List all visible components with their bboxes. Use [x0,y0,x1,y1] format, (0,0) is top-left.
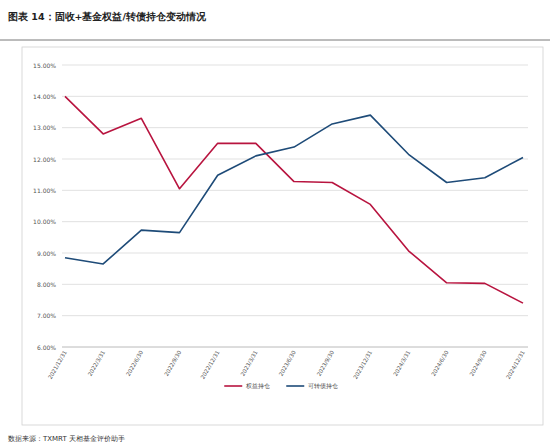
grid-line [62,253,528,254]
x-tick-label: 2022/6/30 [125,349,145,377]
y-tick-label: 13.00% [33,124,56,131]
series-line [65,96,523,303]
x-tick-label: 2024/12/31 [505,350,526,380]
x-tick-label: 2021/12/31 [47,350,68,380]
x-tick-label: 2023/9/30 [316,349,336,377]
x-tick-label: 2022/9/30 [163,349,183,377]
y-tick-label: 12.00% [33,156,56,163]
x-tick-label: 2023/3/31 [239,350,258,377]
grid-line [62,65,528,66]
x-tick-label: 2024/9/30 [468,349,488,377]
grid-line [62,159,528,160]
grid-line [62,127,528,128]
x-tick-label: 2022/3/31 [87,350,106,377]
y-tick-label: 10.00% [33,218,56,225]
y-tick-label: 7.00% [37,312,56,319]
grid-line [62,347,528,348]
grid-line [62,190,528,191]
grid-line [62,96,528,97]
plot-area [65,96,523,303]
x-axis [62,347,528,348]
grid-line [62,315,528,316]
x-tick-label: 2023/6/30 [278,349,298,377]
y-tick-label: 9.00% [37,250,56,257]
chart-frame [22,47,543,425]
legend-label: 可转债持仓 [308,382,338,389]
y-tick-label: 11.00% [33,187,56,194]
y-tick-label: 6.00% [37,344,56,351]
chart: 图表 14：固收+基金权益/转债持仓变动情况 6.00% 7.00% 8.00% 9.0… [0,0,550,448]
source: 数据来源：TXMRT 天相基金评价助手 [8,435,125,443]
x-tick-label: 2022/12/31 [199,350,220,380]
legend-label: 权益持仓 [245,382,270,389]
series-line [65,115,523,264]
y-tick-label: 15.00% [33,62,56,69]
y-tick-label: 8.00% [37,281,56,288]
y-tick-label: 14.00% [33,93,56,100]
legend-swatch [224,385,242,387]
x-tick-label: 2024/6/30 [430,349,450,377]
x-tick-label: 2023/12/31 [352,350,373,380]
grid-line [62,221,528,222]
title-rule [0,40,550,41]
x-tick-label: 2024/3/31 [392,350,411,377]
grid-line [62,284,528,285]
legend-swatch [286,385,304,387]
title: 图表 14：固收+基金权益/转债持仓变动情况 [8,11,207,22]
